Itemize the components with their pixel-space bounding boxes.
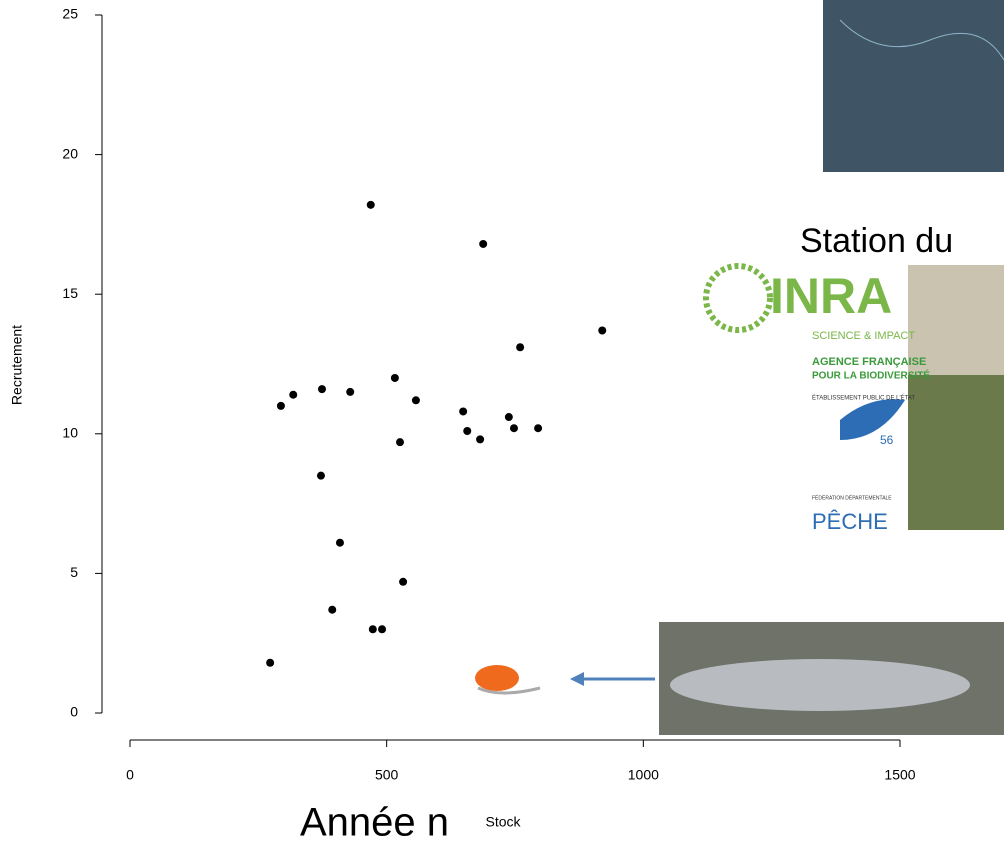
point <box>368 625 377 634</box>
point <box>459 407 468 416</box>
point <box>276 401 285 410</box>
fed-name: PÊCHE <box>812 509 888 534</box>
fed-fish <box>840 399 905 440</box>
x-tick-label: 500 <box>375 767 399 783</box>
inra-emblem <box>703 263 773 333</box>
point <box>598 326 607 335</box>
point <box>476 435 485 444</box>
point <box>266 658 275 667</box>
arrow-head <box>570 672 584 686</box>
inra-tagline: SCIENCE & IMPACT <box>812 330 915 342</box>
point <box>534 424 543 433</box>
map-photo <box>823 0 1004 172</box>
point <box>317 385 326 394</box>
point <box>289 390 298 399</box>
point <box>463 427 472 436</box>
y-tick-label: 5 <box>70 564 78 580</box>
y-tick-label: 20 <box>62 145 78 161</box>
map-river <box>839 19 1004 61</box>
fed-line: FÉDÉRATION DÉPARTEMENTALE <box>812 494 892 501</box>
point <box>328 605 337 614</box>
x-tick-label: 1000 <box>628 767 659 783</box>
point <box>346 387 355 396</box>
eggs <box>475 665 519 691</box>
point <box>504 413 513 422</box>
point <box>509 424 518 433</box>
afb-line: ÉTABLISSEMENT PUBLIC DE L'ÉTAT <box>812 395 915 402</box>
point <box>399 577 408 586</box>
point <box>411 396 420 405</box>
point <box>396 438 405 447</box>
station-building <box>908 265 1004 375</box>
point <box>316 471 325 480</box>
x-tick-label: 0 <box>126 767 134 783</box>
point <box>335 538 344 547</box>
point <box>516 343 525 352</box>
y-tick-label: 10 <box>62 425 78 441</box>
point <box>378 625 387 634</box>
station-label: Station du <box>800 222 953 260</box>
y-axis-title: Recrutement <box>9 325 25 405</box>
y-tick-label: 0 <box>70 704 78 720</box>
point <box>390 373 399 382</box>
y-tick-label: 25 <box>62 6 78 22</box>
afb-line: POUR LA BIODIVERSITÉ <box>812 369 930 382</box>
salmon <box>670 659 970 711</box>
y-tick-label: 15 <box>62 285 78 301</box>
fed-number: 56 <box>880 433 894 447</box>
spoon <box>477 686 541 695</box>
inra-logo: INRA <box>770 268 892 324</box>
point <box>479 239 488 248</box>
x-axis-title: Stock <box>485 814 521 830</box>
point <box>366 200 375 209</box>
afb-line: AGENCE FRANÇAISE <box>812 356 926 368</box>
x-tick-label: 1500 <box>884 767 915 783</box>
year-label: Année n <box>300 801 449 842</box>
